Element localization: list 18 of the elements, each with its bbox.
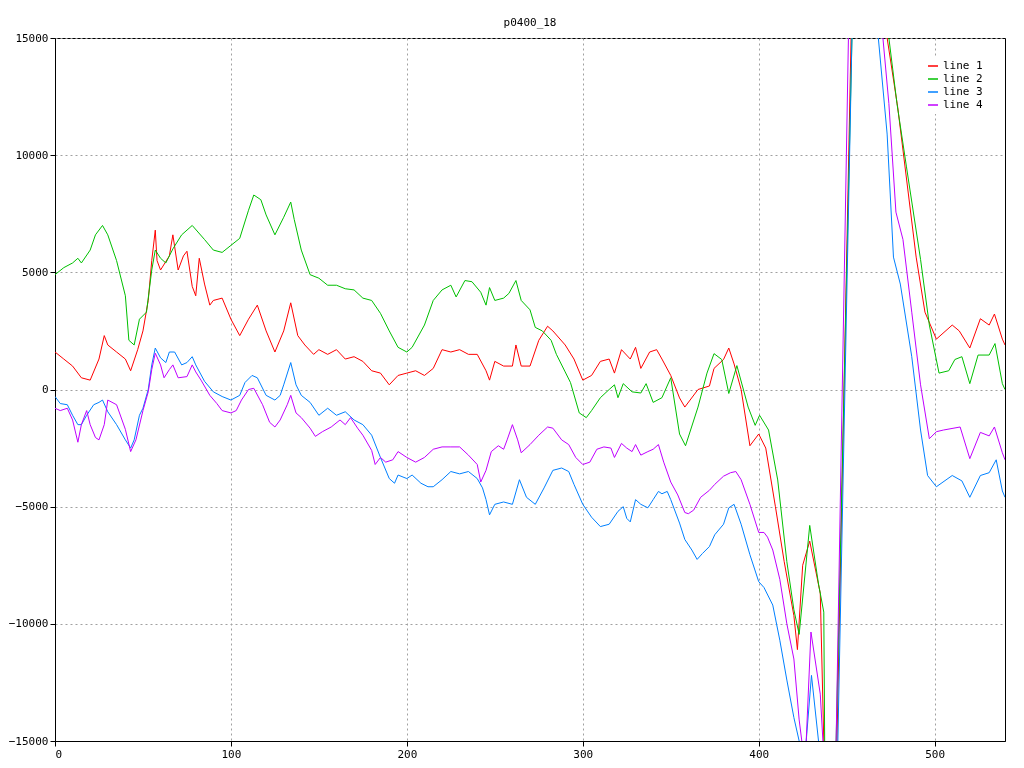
y-tick-label: −10000 [8, 617, 49, 631]
y-tick-label: −15000 [8, 734, 49, 748]
x-tick-label: 300 [573, 747, 594, 761]
y-tick-label: 5000 [22, 265, 49, 279]
x-tick-label: 0 [55, 747, 63, 761]
chart-title: p0400_18 [503, 16, 557, 29]
y-tick-label: −5000 [15, 500, 49, 514]
x-tick-label: 400 [749, 747, 770, 761]
y-tick-label: 0 [41, 383, 49, 396]
x-tick-label: 500 [925, 747, 946, 761]
x-tick-label: 200 [397, 747, 418, 761]
x-tick-label: 100 [221, 747, 242, 761]
legend-label: line 4 [943, 98, 984, 111]
legend-label: line 2 [943, 72, 983, 85]
y-tick-label: 15000 [15, 31, 49, 45]
legend-label: line 3 [943, 85, 983, 98]
legend-label: line 1 [943, 59, 983, 72]
y-tick-label: 10000 [15, 148, 49, 162]
